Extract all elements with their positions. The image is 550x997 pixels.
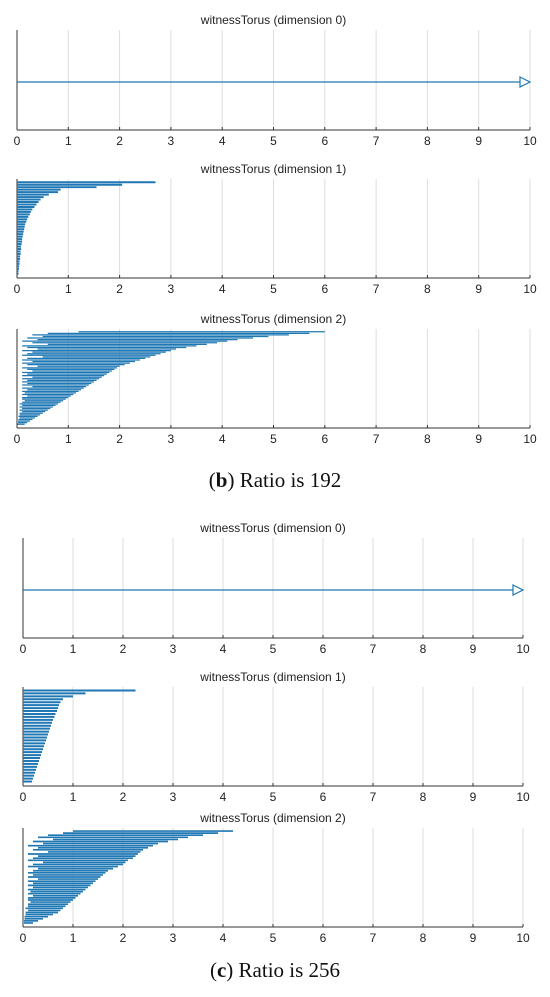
x-tick-label: 3 (168, 134, 175, 148)
x-tick-label: 6 (321, 432, 328, 446)
x-tick-label: 3 (170, 931, 177, 945)
x-tick-label: 5 (270, 134, 277, 148)
x-tick-label: 4 (220, 931, 227, 945)
x-tick-label: 7 (370, 642, 377, 656)
x-tick-label: 0 (20, 931, 27, 945)
x-tick-label: 0 (14, 282, 21, 296)
x-tick-label: 8 (420, 931, 427, 945)
x-tick-label: 3 (170, 642, 177, 656)
x-tick-label: 10 (523, 282, 537, 296)
x-tick-label: 1 (65, 134, 72, 148)
x-tick-label: 4 (220, 790, 227, 804)
x-tick-label: 5 (270, 790, 277, 804)
caption-c-letter: c (216, 958, 227, 982)
x-tick-label: 0 (14, 134, 21, 148)
x-tick-label: 5 (270, 282, 277, 296)
x-tick-label: 7 (370, 790, 377, 804)
x-tick-label: 1 (70, 931, 77, 945)
x-tick-label: 9 (475, 134, 482, 148)
x-tick-label: 3 (170, 790, 177, 804)
x-tick-label: 6 (321, 134, 328, 148)
x-tick-label: 2 (120, 931, 127, 945)
x-tick-label: 0 (14, 432, 21, 446)
x-tick-label: 7 (370, 931, 377, 945)
chart-title: witnessTorus (dimension 0) (200, 13, 346, 27)
x-tick-label: 9 (470, 931, 477, 945)
chart-title: witnessTorus (dimension 1) (199, 670, 345, 684)
x-tick-label: 2 (116, 282, 123, 296)
x-tick-label: 6 (320, 931, 327, 945)
x-tick-label: 3 (168, 282, 175, 296)
x-tick-label: 9 (475, 432, 482, 446)
caption-c-text: Ratio is 256 (233, 958, 341, 982)
x-tick-label: 0 (20, 790, 27, 804)
x-tick-label: 1 (65, 282, 72, 296)
x-tick-label: 5 (270, 931, 277, 945)
x-tick-label: 4 (219, 432, 226, 446)
caption-b-text: Ratio is 192 (234, 468, 342, 492)
x-tick-label: 6 (321, 282, 328, 296)
x-tick-label: 6 (320, 642, 327, 656)
x-tick-label: 1 (70, 790, 77, 804)
x-tick-label: 1 (70, 642, 77, 656)
x-tick-label: 8 (420, 790, 427, 804)
infinite-bar-arrow (519, 76, 532, 88)
x-tick-label: 5 (270, 642, 277, 656)
x-tick-label: 3 (168, 432, 175, 446)
x-tick-label: 8 (420, 642, 427, 656)
x-tick-label: 2 (120, 790, 127, 804)
x-tick-label: 2 (116, 134, 123, 148)
x-tick-label: 10 (523, 134, 537, 148)
x-tick-label: 10 (523, 432, 537, 446)
infinite-bar-arrow (512, 584, 525, 596)
x-tick-label: 9 (475, 282, 482, 296)
x-tick-label: 8 (424, 282, 431, 296)
x-tick-label: 8 (424, 432, 431, 446)
x-tick-label: 6 (320, 790, 327, 804)
x-tick-label: 8 (424, 134, 431, 148)
x-tick-label: 2 (120, 642, 127, 656)
x-tick-label: 1 (65, 432, 72, 446)
x-tick-label: 2 (116, 432, 123, 446)
x-tick-label: 4 (219, 282, 226, 296)
caption-b-letter: b (215, 468, 228, 492)
chart-title: witnessTorus (dimension 2) (199, 811, 345, 825)
x-tick-label: 10 (516, 931, 530, 945)
x-tick-label: 7 (373, 134, 380, 148)
x-tick-label: 5 (270, 432, 277, 446)
x-tick-label: 4 (220, 642, 227, 656)
chart-title: witnessTorus (dimension 2) (200, 312, 346, 326)
x-tick-label: 0 (20, 642, 27, 656)
x-tick-label: 10 (516, 790, 530, 804)
x-tick-label: 9 (470, 790, 477, 804)
chart-title: witnessTorus (dimension 0) (199, 521, 345, 535)
x-tick-label: 7 (373, 282, 380, 296)
chart-title: witnessTorus (dimension 1) (200, 162, 346, 176)
x-tick-label: 7 (373, 432, 380, 446)
x-tick-label: 9 (470, 642, 477, 656)
caption-c: (c) Ratio is 256 (209, 958, 341, 982)
x-tick-label: 10 (516, 642, 530, 656)
x-tick-label: 4 (219, 134, 226, 148)
caption-b: (b) Ratio is 192 (208, 468, 342, 492)
